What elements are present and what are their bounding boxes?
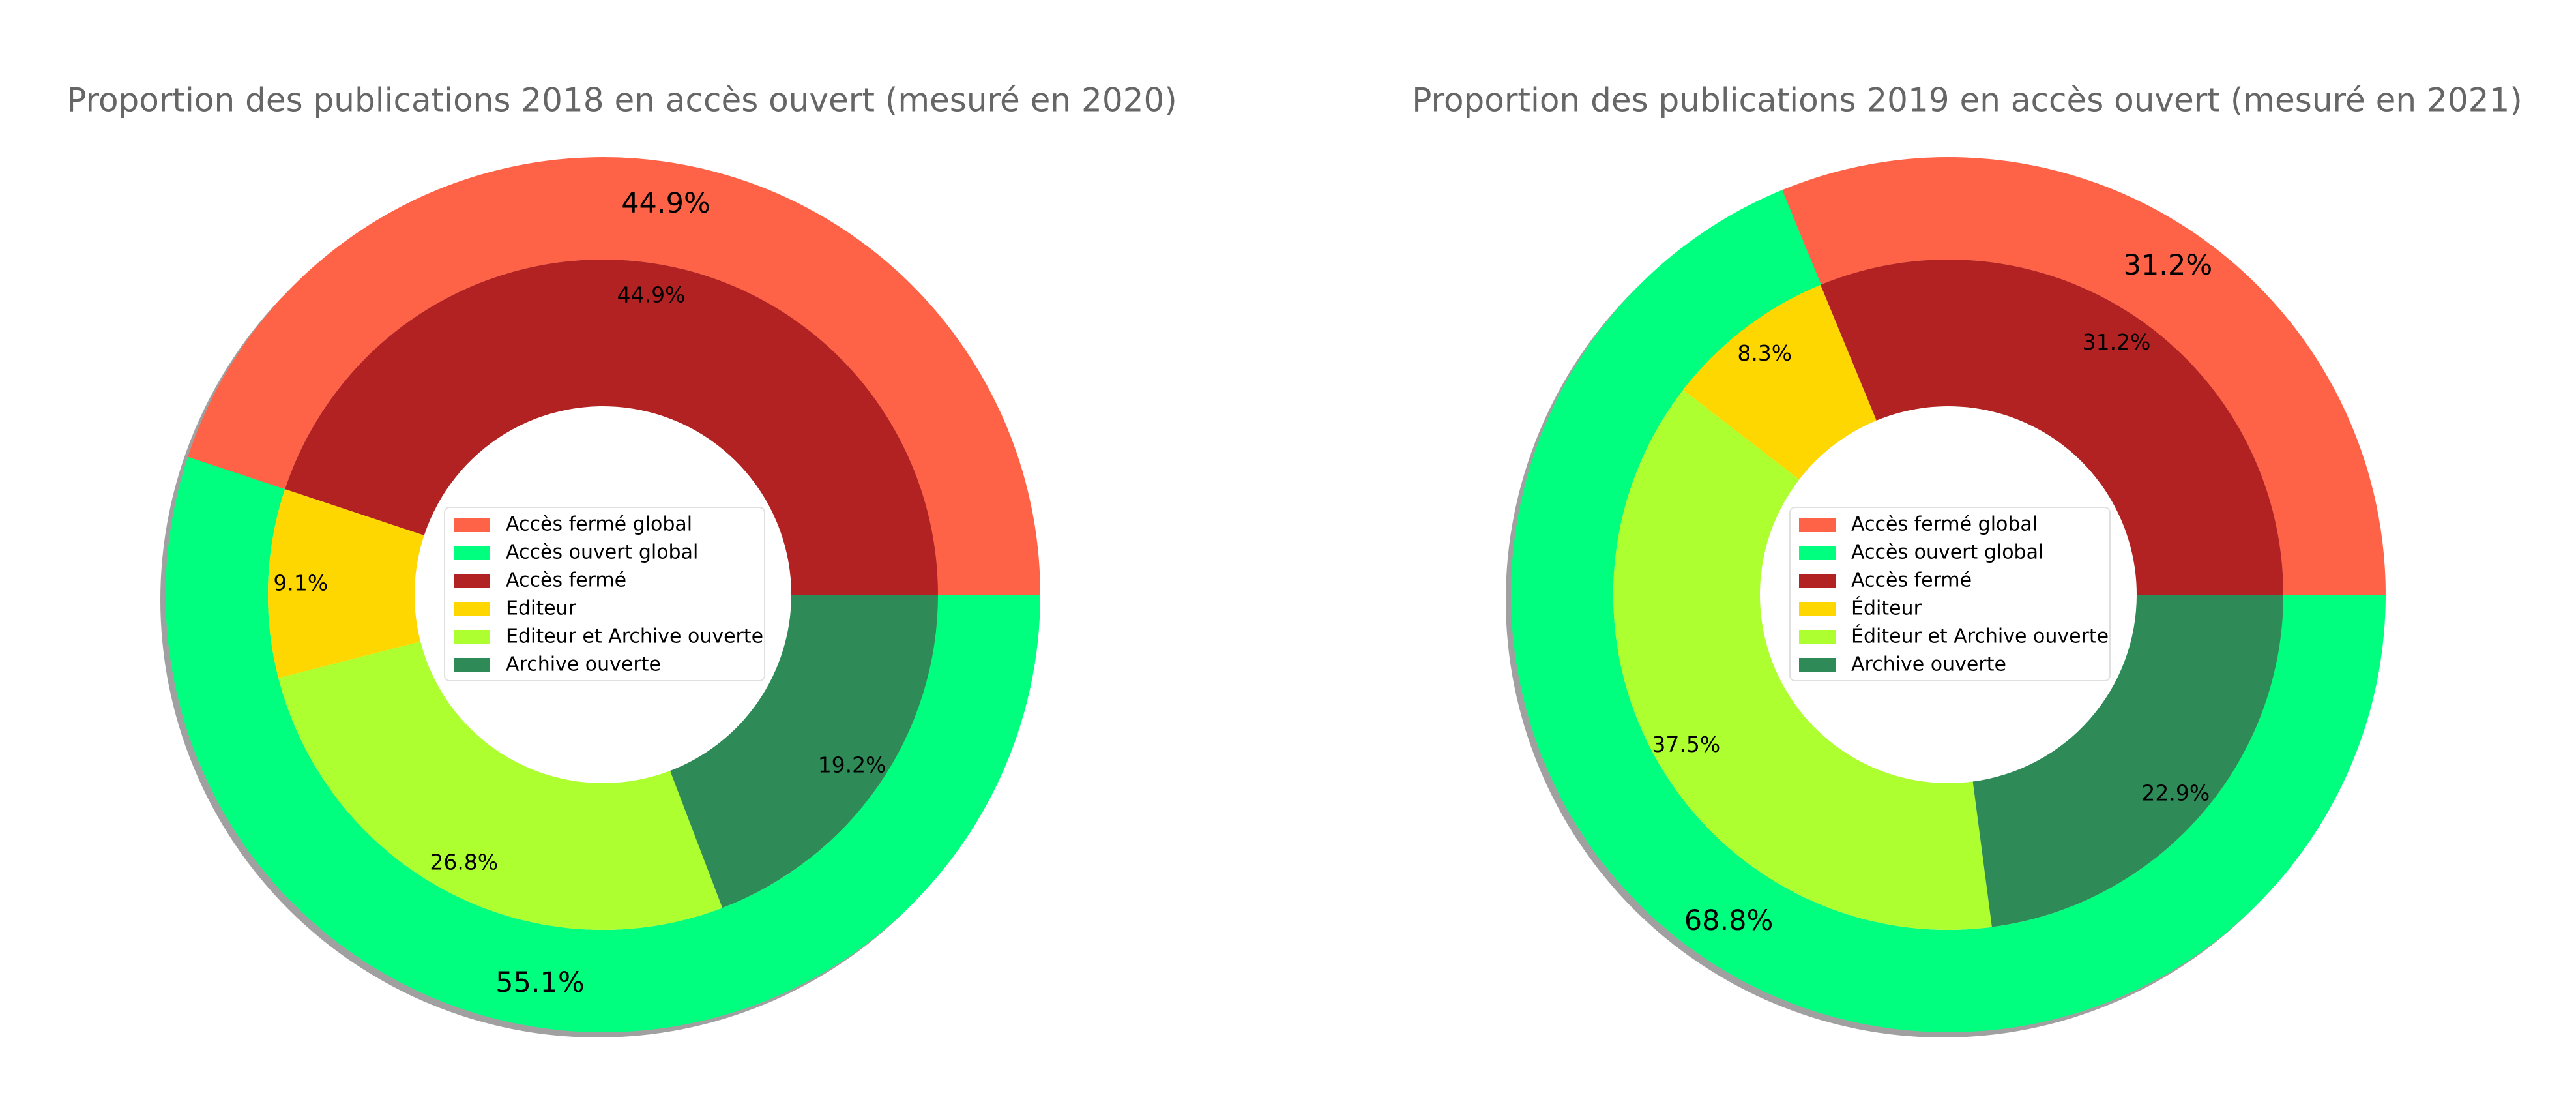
pie-wedge (188, 157, 1040, 595)
value-label: 44.9% (621, 187, 710, 220)
pie-wedge (1972, 595, 2283, 927)
value-label: 37.5% (1652, 732, 1720, 757)
legend-label: Éditeur (1851, 597, 1922, 620)
legend-swatch (454, 546, 490, 560)
legend-label: Éditeur et Archive ouverte (1851, 625, 2109, 648)
legend-swatch (1799, 658, 1836, 672)
pie-chart: Proportion des publications 2018 en accè… (66, 82, 1177, 1037)
legend-box (1789, 507, 2111, 681)
legend-label: Accès fermé global (506, 513, 692, 536)
legend-label: Accès fermé (1851, 569, 1972, 592)
pie-chart: Proportion des publications 2019 en accè… (1412, 82, 2523, 1037)
legend-label: Accès fermé (506, 569, 626, 592)
value-label: 31.2% (2083, 329, 2151, 355)
pie-wedge (268, 489, 424, 678)
value-label: 19.2% (818, 753, 886, 778)
pie-wedge (1683, 284, 1877, 480)
value-label: 26.8% (430, 850, 498, 875)
value-label: 55.1% (495, 966, 585, 999)
legend-label: Accès ouvert global (506, 541, 698, 564)
legend-swatch (1799, 546, 1836, 560)
legend-label: Editeur et Archive ouverte (506, 625, 763, 648)
value-label: 8.3% (1737, 340, 1792, 366)
legend-swatch (454, 518, 490, 532)
legend-swatch (454, 574, 490, 588)
value-label: 22.9% (2141, 781, 2210, 806)
pie-wedge (1782, 157, 2386, 595)
value-label: 44.9% (617, 282, 686, 307)
chart-title: Proportion des publications 2018 en accè… (66, 82, 1177, 119)
legend-swatch (1799, 518, 1836, 532)
legend-swatch (454, 658, 490, 672)
legend-label: Accès fermé global (1851, 513, 2038, 536)
legend-label: Archive ouverte (506, 653, 661, 676)
value-label: 31.2% (2124, 249, 2213, 282)
value-label: 9.1% (273, 570, 328, 595)
pie-wedge (278, 641, 723, 931)
pie-wedge (1613, 389, 1992, 931)
legend-swatch (1799, 602, 1836, 616)
legend-label: Accès ouvert global (1851, 541, 2043, 564)
legend-label: Editeur (506, 597, 577, 620)
legend-swatch (1799, 630, 1836, 644)
value-label: 68.8% (1684, 904, 1774, 937)
legend-swatch (1799, 574, 1836, 588)
pie-wedge (285, 260, 939, 595)
pie-wedge (1820, 259, 2283, 595)
legend-box (444, 507, 765, 681)
legend-swatch (454, 630, 490, 644)
legend-swatch (454, 602, 490, 616)
legend-label: Archive ouverte (1851, 653, 2006, 676)
chart-title: Proportion des publications 2019 en accè… (1412, 82, 2523, 119)
pie-wedge (670, 595, 938, 908)
pie-wedge (166, 456, 1041, 1032)
